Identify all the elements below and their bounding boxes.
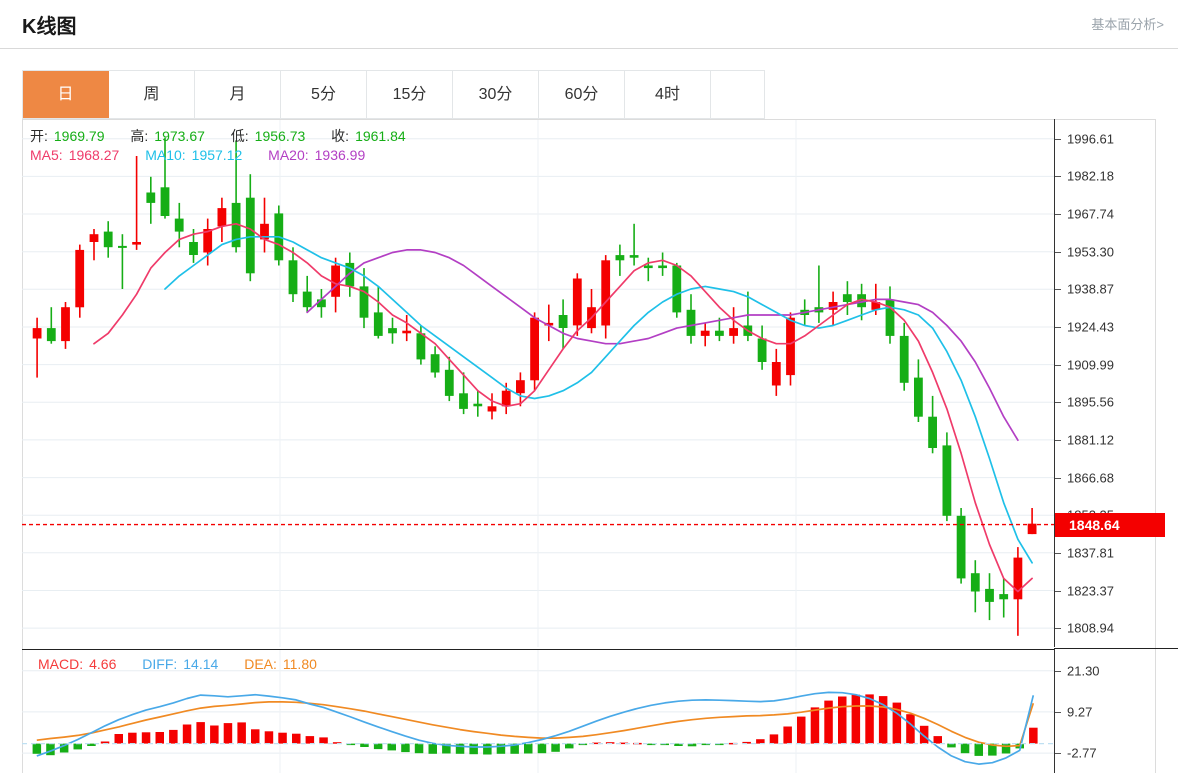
ma20-value: 1936.99 xyxy=(314,147,366,163)
macd-axis-tick xyxy=(1055,711,1061,713)
ma-legend: MA5: 1968.27 MA10: 1957.12 MA20: 1936.99 xyxy=(30,147,371,163)
macd-axis-label: 9.27 xyxy=(1067,704,1093,720)
ma5-label: MA5: xyxy=(30,147,63,163)
price-axis-label: 1866.68 xyxy=(1067,470,1114,486)
page-header: K线图 基本面分析> xyxy=(0,0,1178,49)
period-tab-label: 60分 xyxy=(564,86,599,103)
diff-label: DIFF: xyxy=(142,656,178,672)
macd-axis-label: -2.77 xyxy=(1067,745,1097,761)
macd-axis: 21.30 9.27 -2.77 xyxy=(1054,648,1178,773)
period-tab-label: 月 xyxy=(229,86,246,103)
price-axis-tick xyxy=(1055,327,1061,328)
macd-svg xyxy=(22,650,1054,773)
price-axis-label: 1837.81 xyxy=(1067,545,1114,561)
price-axis-tick xyxy=(1055,251,1061,253)
low-value: 1956.73 xyxy=(254,128,306,144)
period-tab-label: 30分 xyxy=(478,86,513,103)
price-axis-label: 1938.87 xyxy=(1067,281,1114,297)
price-axis-tick xyxy=(1055,289,1061,291)
ma5-value: 1968.27 xyxy=(68,147,120,163)
macd-value: 4.66 xyxy=(89,656,117,672)
macd-plot[interactable] xyxy=(22,649,1054,773)
price-axis-label: 1996.61 xyxy=(1067,131,1114,147)
macd-axis-tick xyxy=(1055,753,1061,755)
price-axis-label: 1895.56 xyxy=(1067,394,1114,410)
period-tab-label: 周 xyxy=(143,86,160,103)
price-axis-tick xyxy=(1055,552,1061,554)
close-label: 收: xyxy=(331,128,350,144)
period-tab-5[interactable]: 30分 xyxy=(453,71,539,118)
price-axis-tick xyxy=(1055,364,1061,366)
high-value: 1973.67 xyxy=(154,128,205,144)
macd-label: MACD: xyxy=(38,656,84,672)
price-axis-label: 1924.43 xyxy=(1067,319,1114,335)
period-tab-label: 日 xyxy=(57,86,74,103)
candlestick-plot[interactable] xyxy=(22,120,1054,647)
price-axis-label: 1967.74 xyxy=(1067,206,1114,222)
open-value: 1969.79 xyxy=(53,128,105,144)
close-value: 1961.84 xyxy=(355,128,406,144)
chart-frame xyxy=(22,119,1156,773)
period-tab-7[interactable]: 4时 xyxy=(625,71,711,118)
period-tab-label: 4时 xyxy=(655,86,680,103)
open-label: 开: xyxy=(30,128,48,144)
fundamental-analysis-link[interactable]: 基本面分析> xyxy=(1091,17,1164,32)
ohlc-legend: 开: 1969.79 高: 1973.67 低: 1956.73 收: 1961.84 xyxy=(30,126,412,146)
ma20-label: MA20: xyxy=(268,147,309,163)
period-tab-3[interactable]: 5分 xyxy=(281,71,367,118)
macd-axis-tick xyxy=(1055,670,1061,672)
period-tab-2[interactable]: 月 xyxy=(195,71,281,118)
price-axis-tick xyxy=(1055,590,1061,592)
tab-bar-spacer xyxy=(711,71,765,118)
period-tab-label: 5分 xyxy=(311,86,336,103)
price-axis: 1996.61 1982.18 1967.74 1953.30 1938.87 1924.… xyxy=(1054,119,1178,647)
price-axis-label: 1881.12 xyxy=(1067,432,1114,448)
price-axis-label: 1953.30 xyxy=(1067,244,1114,260)
dea-label: DEA: xyxy=(244,656,277,672)
price-axis-label: 1982.18 xyxy=(1067,168,1114,184)
price-axis-tick xyxy=(1055,138,1061,140)
price-axis-tick xyxy=(1055,402,1061,404)
candlestick-svg xyxy=(22,120,1054,647)
price-axis-tick xyxy=(1055,176,1061,178)
price-axis-tick xyxy=(1055,214,1061,215)
price-axis-tick xyxy=(1055,439,1061,441)
page-title: K线图 xyxy=(22,16,77,38)
macd-legend: MACD: 4.66 DIFF: 14.14 DEA: 11.80 xyxy=(38,656,323,672)
price-axis-label: 1909.99 xyxy=(1067,357,1114,373)
high-label: 高: xyxy=(130,128,149,144)
period-tab-0[interactable]: 日 xyxy=(23,71,109,118)
period-tab-1[interactable]: 周 xyxy=(109,71,195,118)
ma10-label: MA10: xyxy=(145,147,186,163)
price-axis-tick xyxy=(1055,628,1061,630)
low-label: 低: xyxy=(230,128,249,144)
macd-axis-label: 21.30 xyxy=(1067,663,1100,679)
period-tab-bar: 日 周 月 5分 15分 30分 60分 4时 xyxy=(22,70,765,119)
price-axis-label: 1823.37 xyxy=(1067,583,1114,598)
price-axis-tick xyxy=(1055,477,1061,479)
diff-value: 14.14 xyxy=(183,656,219,672)
period-tab-label: 15分 xyxy=(392,86,427,103)
current-price-tag: 1848.64 xyxy=(1055,512,1165,537)
period-tab-4[interactable]: 15分 xyxy=(367,71,453,118)
period-tab-6[interactable]: 60分 xyxy=(539,71,625,118)
price-axis-label: 1808.94 xyxy=(1067,620,1114,636)
ma10-value: 1957.12 xyxy=(191,147,243,163)
dea-value: 11.80 xyxy=(282,656,317,672)
